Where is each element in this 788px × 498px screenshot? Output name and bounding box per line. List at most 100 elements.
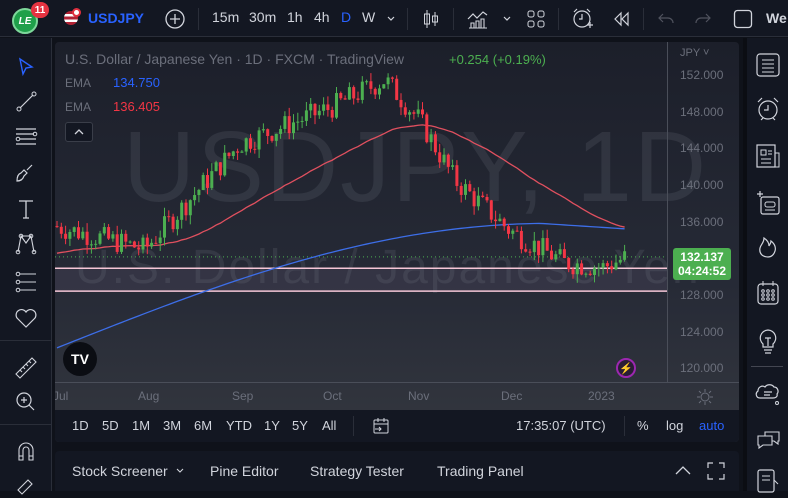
interval-dropdown-icon[interactable] bbox=[386, 15, 396, 23]
range-all[interactable]: All bbox=[322, 418, 337, 433]
price-axis[interactable]: JPY ˅ 152.000 148.000 144.000 140.000 13… bbox=[667, 42, 739, 382]
chevron-up-icon[interactable] bbox=[674, 464, 692, 476]
cursor-icon[interactable] bbox=[12, 54, 40, 82]
undo-icon[interactable] bbox=[657, 11, 675, 27]
calendar-icon[interactable] bbox=[753, 278, 783, 308]
candlestick-chart[interactable] bbox=[55, 42, 667, 382]
hotlists-flame-icon[interactable] bbox=[753, 231, 783, 261]
bar-countdown: 04:24:52 bbox=[677, 264, 727, 278]
chat-cloud-icon[interactable] bbox=[753, 378, 783, 408]
interval-w[interactable]: W bbox=[362, 9, 376, 25]
interval-15m[interactable]: 15m bbox=[212, 9, 240, 25]
range-1m[interactable]: 1M bbox=[132, 418, 151, 433]
tab-strategy-tester[interactable]: Strategy Tester bbox=[310, 463, 404, 479]
interval-4h[interactable]: 4h bbox=[314, 9, 330, 25]
time-tick: Nov bbox=[408, 389, 430, 403]
time-tick: Jul bbox=[55, 389, 69, 403]
price-tick: 136.000 bbox=[680, 215, 724, 229]
indicators-dropdown-icon[interactable] bbox=[502, 15, 512, 23]
tab-stock-screener[interactable]: Stock Screener bbox=[72, 463, 168, 479]
ema-legend-1[interactable]: EMA 134.750 bbox=[65, 75, 160, 90]
text-tool-icon[interactable] bbox=[12, 195, 40, 223]
last-price-value: 132.137 bbox=[680, 250, 724, 264]
interval-30m[interactable]: 30m bbox=[249, 9, 277, 25]
range-5d[interactable]: 5D bbox=[102, 418, 119, 433]
log-toggle[interactable]: log bbox=[666, 418, 684, 433]
time-axis[interactable]: Jul Aug Sep Oct Nov Dec 2023 bbox=[55, 382, 739, 410]
redo-icon[interactable] bbox=[694, 11, 712, 27]
jpy-flag-icon bbox=[72, 8, 81, 17]
price-tick: 140.000 bbox=[680, 178, 724, 192]
range-3m[interactable]: 3M bbox=[163, 418, 182, 433]
range-6m[interactable]: 6M bbox=[194, 418, 213, 433]
ruler-icon[interactable] bbox=[12, 354, 40, 382]
notes-icon[interactable] bbox=[753, 466, 783, 496]
percent-toggle[interactable]: % bbox=[637, 418, 649, 433]
add-to-watchlist-icon[interactable] bbox=[753, 188, 783, 218]
chevron-down-icon[interactable] bbox=[175, 467, 185, 475]
separator bbox=[558, 8, 559, 30]
add-symbol-icon[interactable] bbox=[164, 8, 186, 30]
time-tick: 2023 bbox=[588, 389, 615, 403]
chart-settings-sun-icon[interactable] bbox=[696, 388, 714, 406]
time-tick: Aug bbox=[138, 389, 160, 403]
notification-badge: 11 bbox=[31, 2, 49, 18]
chart-pane[interactable]: USDJPY, 1D U.S. Dollar / Japanese Yen U.… bbox=[55, 42, 739, 442]
separator bbox=[0, 340, 52, 341]
interval-d[interactable]: D bbox=[341, 9, 352, 25]
symbol-search[interactable]: USDJPY bbox=[88, 10, 145, 26]
horizontal-lines-icon[interactable] bbox=[12, 122, 40, 150]
range-5y[interactable]: 5Y bbox=[292, 418, 308, 433]
trend-line-icon[interactable] bbox=[12, 87, 40, 115]
replay-icon[interactable] bbox=[612, 11, 630, 27]
range-ytd[interactable]: YTD bbox=[226, 418, 252, 433]
interval-1h[interactable]: 1h bbox=[287, 9, 303, 25]
candles-chart-type-icon[interactable] bbox=[421, 8, 441, 30]
time-tick: Sep bbox=[232, 389, 254, 403]
favorites-heart-icon[interactable] bbox=[12, 304, 40, 332]
auto-toggle[interactable]: auto bbox=[699, 418, 725, 433]
range-1d[interactable]: 1D bbox=[72, 418, 89, 433]
range-1y[interactable]: 1Y bbox=[264, 418, 280, 433]
currency-dropdown[interactable]: JPY ˅ bbox=[680, 47, 710, 59]
zoom-in-icon[interactable] bbox=[12, 388, 40, 416]
separator bbox=[643, 8, 644, 30]
fib-tool-icon[interactable] bbox=[12, 268, 40, 296]
goto-date-icon[interactable] bbox=[372, 417, 390, 435]
price-tick: 152.000 bbox=[680, 68, 724, 82]
price-tick: 144.000 bbox=[680, 141, 724, 155]
ideas-lightbulb-icon[interactable] bbox=[753, 326, 783, 356]
ema-label: EMA bbox=[65, 76, 92, 90]
separator bbox=[624, 416, 625, 436]
pattern-tool-icon[interactable] bbox=[12, 230, 40, 258]
brush-icon[interactable] bbox=[12, 159, 40, 187]
price-tick: 128.000 bbox=[680, 288, 724, 302]
bottom-panel-tabs: Stock Screener Pine Editor Strategy Test… bbox=[55, 451, 739, 491]
price-tick: 124.000 bbox=[680, 325, 724, 339]
chart-plot-area[interactable]: USDJPY, 1D U.S. Dollar / Japanese Yen U.… bbox=[55, 42, 706, 382]
ema-legend-2[interactable]: EMA 136.405 bbox=[65, 99, 160, 114]
right-widget-bar bbox=[743, 38, 788, 493]
separator bbox=[751, 366, 783, 367]
alert-add-icon[interactable] bbox=[571, 7, 595, 31]
collapse-legend-button[interactable] bbox=[65, 122, 93, 142]
tab-pine-editor[interactable]: Pine Editor bbox=[210, 463, 279, 479]
magnet-icon[interactable] bbox=[12, 438, 40, 466]
avatar-initials: LE bbox=[18, 15, 32, 27]
watchlist-icon[interactable] bbox=[753, 50, 783, 80]
layout-grid-icon[interactable] bbox=[526, 9, 546, 29]
fullscreen-square-icon[interactable] bbox=[733, 9, 753, 29]
chats-icon[interactable] bbox=[753, 426, 783, 456]
indicators-icon[interactable] bbox=[466, 7, 490, 31]
lock-drawings-icon[interactable] bbox=[12, 470, 40, 498]
tradingview-logo[interactable]: TV bbox=[63, 342, 97, 376]
tab-trading-panel[interactable]: Trading Panel bbox=[437, 463, 524, 479]
news-icon[interactable] bbox=[753, 141, 783, 171]
lightning-icon[interactable]: ⚡ bbox=[616, 358, 636, 378]
price-tick: 120.000 bbox=[680, 361, 724, 375]
alerts-clock-icon[interactable] bbox=[753, 94, 783, 124]
maximize-panel-icon[interactable] bbox=[707, 462, 725, 480]
utc-clock[interactable]: 17:35:07 (UTC) bbox=[516, 418, 606, 433]
price-tick: 148.000 bbox=[680, 105, 724, 119]
workspace-label[interactable]: We bbox=[766, 10, 787, 26]
